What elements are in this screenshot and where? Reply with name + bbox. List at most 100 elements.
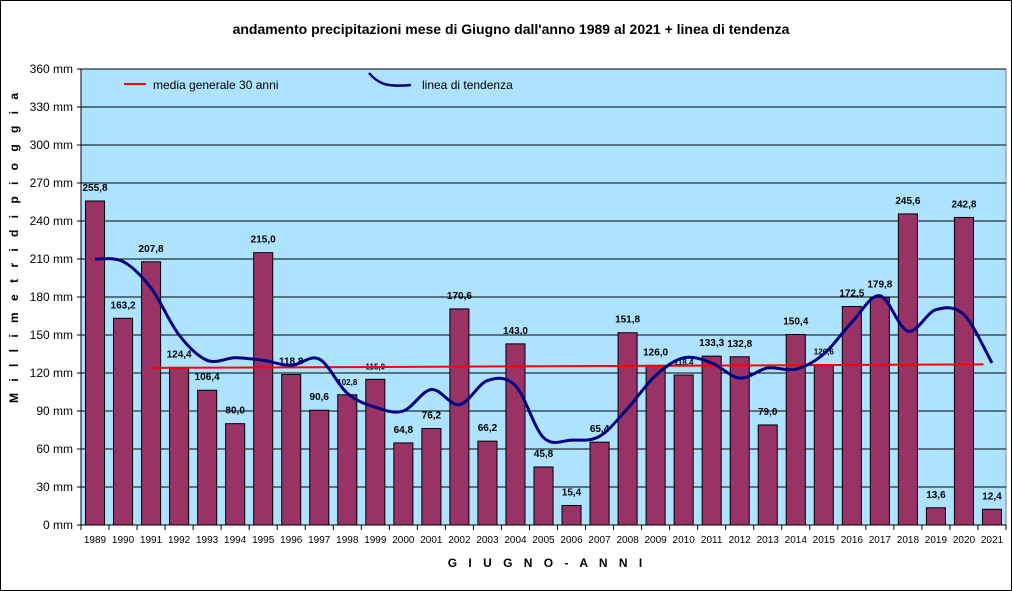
data-label: 102,8 [337, 378, 358, 387]
data-label: 118,4 [674, 358, 694, 367]
bar [84, 200, 106, 526]
x-tick-label: 2005 [532, 535, 555, 546]
data-label: 13,6 [926, 490, 946, 501]
x-tick-label: 1995 [252, 535, 275, 546]
y-tick-label: 90 mm [36, 404, 73, 418]
data-label: 118,8 [279, 357, 304, 368]
data-label: 150,4 [783, 316, 808, 327]
x-tick-label: 2012 [729, 535, 752, 546]
x-tick-label: 2016 [841, 535, 864, 546]
y-tick-label: 180 mm [30, 290, 73, 304]
data-label: 133,3 [699, 338, 724, 349]
data-label: 179,8 [867, 279, 892, 290]
x-tick-label: 2021 [981, 535, 1004, 546]
y-tick-label: 60 mm [36, 442, 73, 456]
data-label: 90,6 [310, 392, 330, 403]
x-tick-label: 1993 [196, 535, 219, 546]
bar [729, 356, 750, 526]
data-label: 245,6 [895, 196, 920, 207]
x-tick-label: 2020 [953, 535, 976, 546]
data-label: 207,8 [139, 244, 164, 255]
trend-line [94, 257, 994, 444]
bar [281, 374, 302, 526]
data-label: 106,4 [195, 372, 220, 383]
legend-trend-label: linea di tendenza [422, 78, 513, 92]
x-tick-label: 1997 [308, 535, 331, 546]
x-tick-label: 2017 [869, 535, 892, 546]
bar [981, 508, 1003, 526]
y-tick-label: 150 mm [30, 328, 73, 342]
x-tick-label: 1990 [112, 535, 135, 546]
x-tick-label: 2001 [420, 535, 443, 546]
bar [505, 343, 526, 526]
bar [561, 504, 582, 526]
data-label: 170,6 [447, 291, 472, 302]
y-tick-label: 270 mm [30, 176, 73, 190]
y-tick-label: 360 mm [30, 62, 73, 76]
x-tick-label: 2015 [813, 535, 836, 546]
x-tick-label: 1989 [84, 535, 107, 546]
x-tick-label: 1991 [140, 535, 163, 546]
bar [393, 442, 414, 526]
x-tick-label: 2008 [616, 535, 639, 546]
data-label: 172,5 [839, 289, 864, 300]
x-tick-label: 2006 [560, 535, 583, 546]
data-label: 132,8 [727, 339, 752, 350]
x-tick-label: 2018 [897, 535, 920, 546]
bar [253, 252, 274, 526]
data-label: 124,4 [167, 349, 192, 360]
data-label: 242,8 [951, 199, 976, 210]
data-label: 163,2 [111, 300, 136, 311]
y-axis-title: M i l l i m e t r i d i p i o g g i a [7, 89, 21, 403]
y-tick-label: 120 mm [30, 366, 73, 380]
chart-title: andamento precipitazioni mese di Giugno … [233, 21, 790, 37]
y-tick-label: 210 mm [30, 252, 73, 266]
bar [701, 355, 722, 526]
bar [785, 333, 806, 526]
data-label: 80,0 [225, 406, 245, 417]
x-tick-label: 1994 [224, 535, 247, 546]
bars [84, 200, 1003, 526]
x-tick-label: 1996 [280, 535, 303, 546]
legend: media generale 30 anni linea di tendenza [124, 72, 513, 92]
bar [589, 441, 610, 526]
bar [309, 409, 330, 526]
data-label: 76,2 [422, 410, 442, 421]
bar [813, 364, 834, 526]
x-axis: 1989 1990 1991 1992 1993 1994 1995 1996 1997 1998… [80, 524, 1007, 546]
x-tick-label: 1998 [336, 535, 359, 546]
x-tick-label: 2000 [392, 535, 415, 546]
data-label: 151,8 [615, 315, 640, 326]
y-tick-label: 330 mm [30, 100, 73, 114]
x-tick-label: 2013 [757, 535, 780, 546]
data-label: 255,8 [82, 183, 107, 194]
bar [533, 466, 554, 526]
y-tick-label: 0 mm [43, 518, 73, 532]
x-tick-label: 2004 [504, 535, 527, 546]
legend-mean-label: media generale 30 anni [153, 78, 278, 92]
bar [337, 394, 358, 526]
y-tick-label: 240 mm [30, 214, 73, 228]
mean-line [151, 363, 984, 369]
data-label: 215,0 [251, 235, 276, 246]
bar [841, 306, 862, 526]
x-tick-label: 2009 [644, 535, 667, 546]
x-tick-label: 2003 [476, 535, 499, 546]
data-label: 126,0 [643, 347, 668, 358]
bar [757, 424, 778, 526]
data-label: 66,2 [478, 423, 498, 434]
legend-trend-swatch [368, 72, 412, 87]
x-tick-label: 1992 [168, 535, 191, 546]
x-tick-label: 2010 [673, 535, 696, 546]
y-axis: 0 mm 30 mm 60 mm 90 mm 120 mm 150 mm 180 mm 210… [30, 62, 82, 532]
bar [869, 296, 890, 526]
data-label: 15,4 [562, 487, 582, 498]
y-tick-label: 30 mm [36, 480, 73, 494]
bar [113, 317, 134, 526]
bar [365, 378, 386, 526]
x-tick-label: 2011 [701, 535, 723, 546]
bar [477, 440, 498, 526]
x-tick-label: 2007 [588, 535, 611, 546]
data-label: 79,0 [758, 407, 778, 418]
